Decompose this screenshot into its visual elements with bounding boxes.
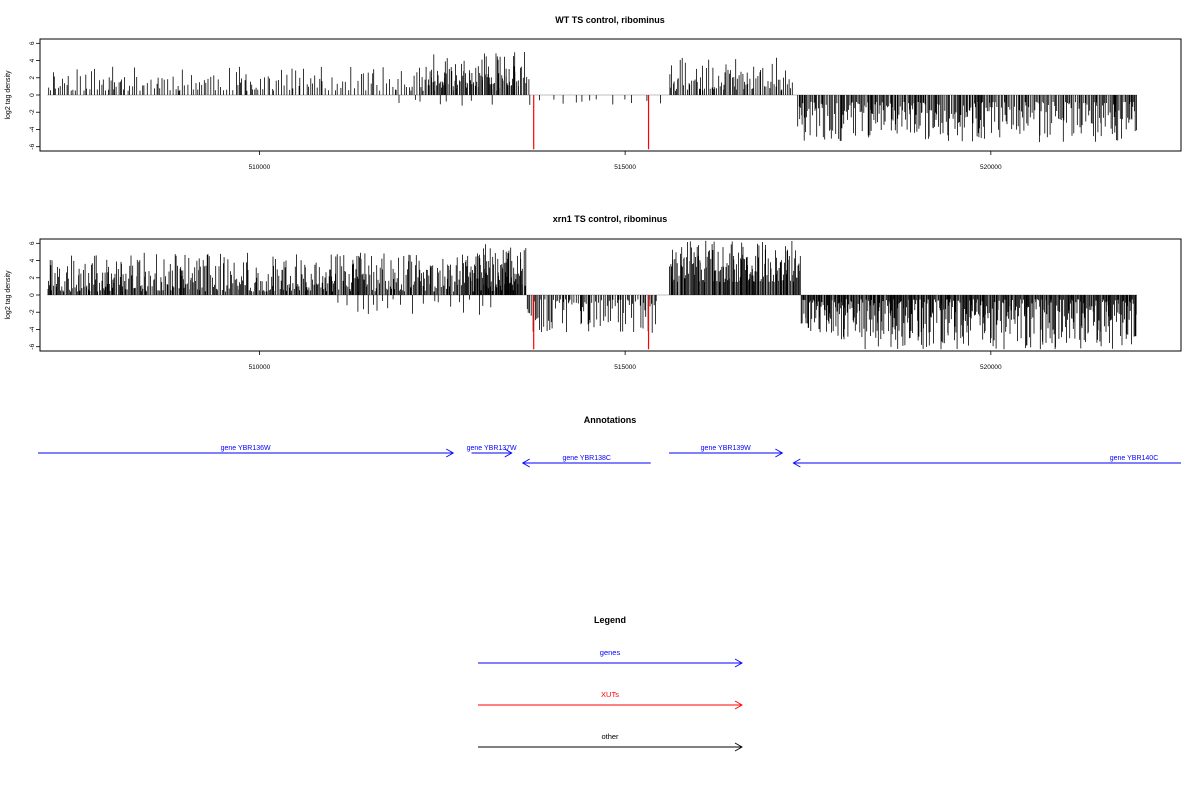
wt-y-axis: -6 -4 -2 0 2 4 6	[29, 41, 41, 150]
wt-x-tick-label: 520000	[980, 164, 1002, 171]
xrn1-y-tick-label: 2	[29, 276, 36, 280]
gene-arrow-head	[446, 448, 455, 458]
gene-arrow-head	[504, 448, 513, 458]
wt-panel: WT TS control, ribominus log2 tag densit…	[5, 15, 1182, 171]
legend-label: XUTs	[601, 690, 619, 699]
gene-label: gene YBR138C	[562, 455, 611, 462]
xrn1-bars	[47, 240, 1138, 350]
gene-label: gene YBR137W	[467, 445, 517, 452]
xrn1-x-tick-label: 520000	[980, 364, 1002, 371]
xrn1-y-tick-label: 0	[29, 293, 36, 297]
legend-label: genes	[600, 648, 621, 657]
wt-y-tick-label: -6	[29, 143, 36, 149]
gene-arrow-head	[775, 448, 784, 458]
gene-arrows: gene YBR136W gene YBR137W gene YBR138C gene…	[38, 445, 1181, 468]
wt-y-tick-label: -4	[29, 126, 36, 132]
xrn1-y-tick-label: 6	[29, 241, 36, 245]
xrn1-y-tick-label: -6	[29, 343, 36, 349]
xrn1-y-tick-label: -2	[29, 309, 36, 315]
annotations-title: Annotations	[584, 415, 637, 425]
xrn1-y-axis: -6 -4 -2 0 2 4 6	[29, 241, 41, 350]
gene-arrow-head	[521, 458, 530, 468]
legend-arrow-head	[734, 742, 743, 752]
wt-panel-title: WT TS control, ribominus	[555, 15, 665, 25]
xrn1-y-tick-label: 4	[29, 258, 36, 262]
legend-label: other	[601, 732, 619, 741]
wt-y-tick-label: 0	[29, 93, 36, 97]
wt-y-axis-label: log2 tag density	[5, 70, 12, 120]
gene-label: gene YBR140C	[1110, 455, 1159, 462]
xrn1-panel: xrn1 TS control, ribominus log2 tag dens…	[5, 214, 1182, 371]
legend-items: genes XUTs other	[478, 648, 743, 752]
legend-title: Legend	[594, 615, 626, 625]
xrn1-panel-title: xrn1 TS control, ribominus	[553, 214, 668, 224]
wt-y-tick-label: 4	[29, 58, 36, 62]
wt-x-tick-label: 515000	[614, 164, 636, 171]
wt-x-axis: 510000 515000 520000	[249, 151, 1002, 171]
wt-y-tick-label: -2	[29, 109, 36, 115]
xrn1-y-axis-label: log2 tag density	[5, 270, 12, 320]
gene-label: gene YBR136W	[221, 445, 271, 452]
xrn1-x-axis: 510000 515000 520000	[249, 351, 1002, 371]
legend-arrow-head	[734, 700, 743, 710]
xrn1-x-tick-label: 510000	[249, 364, 271, 371]
gene-label: gene YBR139W	[701, 445, 751, 452]
gene-arrow-head	[792, 458, 801, 468]
xrn1-y-tick-label: -4	[29, 326, 36, 332]
annotations-track: Annotations gene YBR136W gene YBR137Wgene…	[38, 415, 1181, 468]
wt-y-tick-label: 6	[29, 41, 36, 45]
wt-x-tick-label: 510000	[249, 164, 271, 171]
legend-arrow-head	[734, 658, 743, 668]
wt-y-tick-label: 2	[29, 76, 36, 80]
xrn1-x-tick-label: 515000	[614, 364, 636, 371]
legend: Legend genes XUTs other	[478, 615, 743, 752]
wt-bars	[47, 52, 1138, 150]
